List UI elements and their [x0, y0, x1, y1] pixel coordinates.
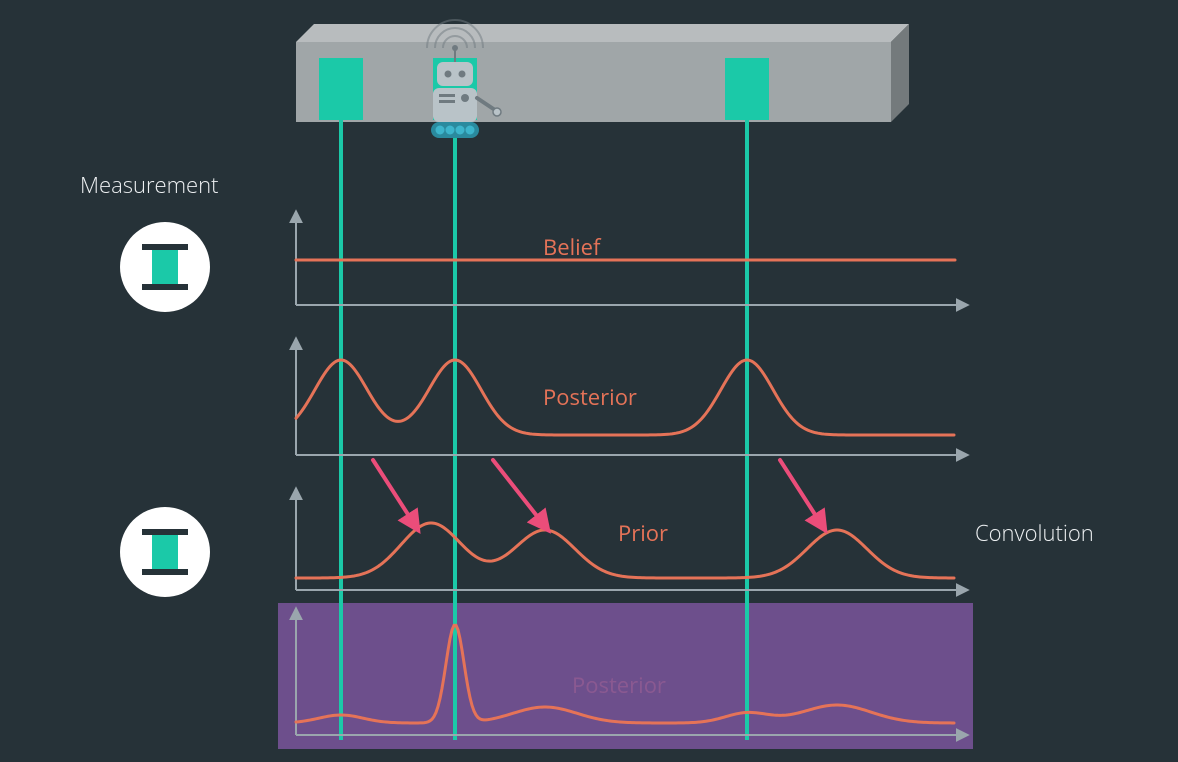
- door-1: [319, 58, 363, 120]
- beam-top: [296, 24, 909, 42]
- convolution-arrow-1: [373, 460, 418, 530]
- convolution-arrow-2: [493, 460, 548, 530]
- beam-front: [296, 42, 891, 122]
- highlight-rect: [278, 603, 973, 749]
- diagram-svg: [0, 0, 1178, 762]
- door-3: [725, 58, 769, 120]
- convolution-arrow-3: [780, 460, 825, 530]
- prior-curve: [296, 523, 954, 578]
- posterior1-curve: [296, 360, 954, 435]
